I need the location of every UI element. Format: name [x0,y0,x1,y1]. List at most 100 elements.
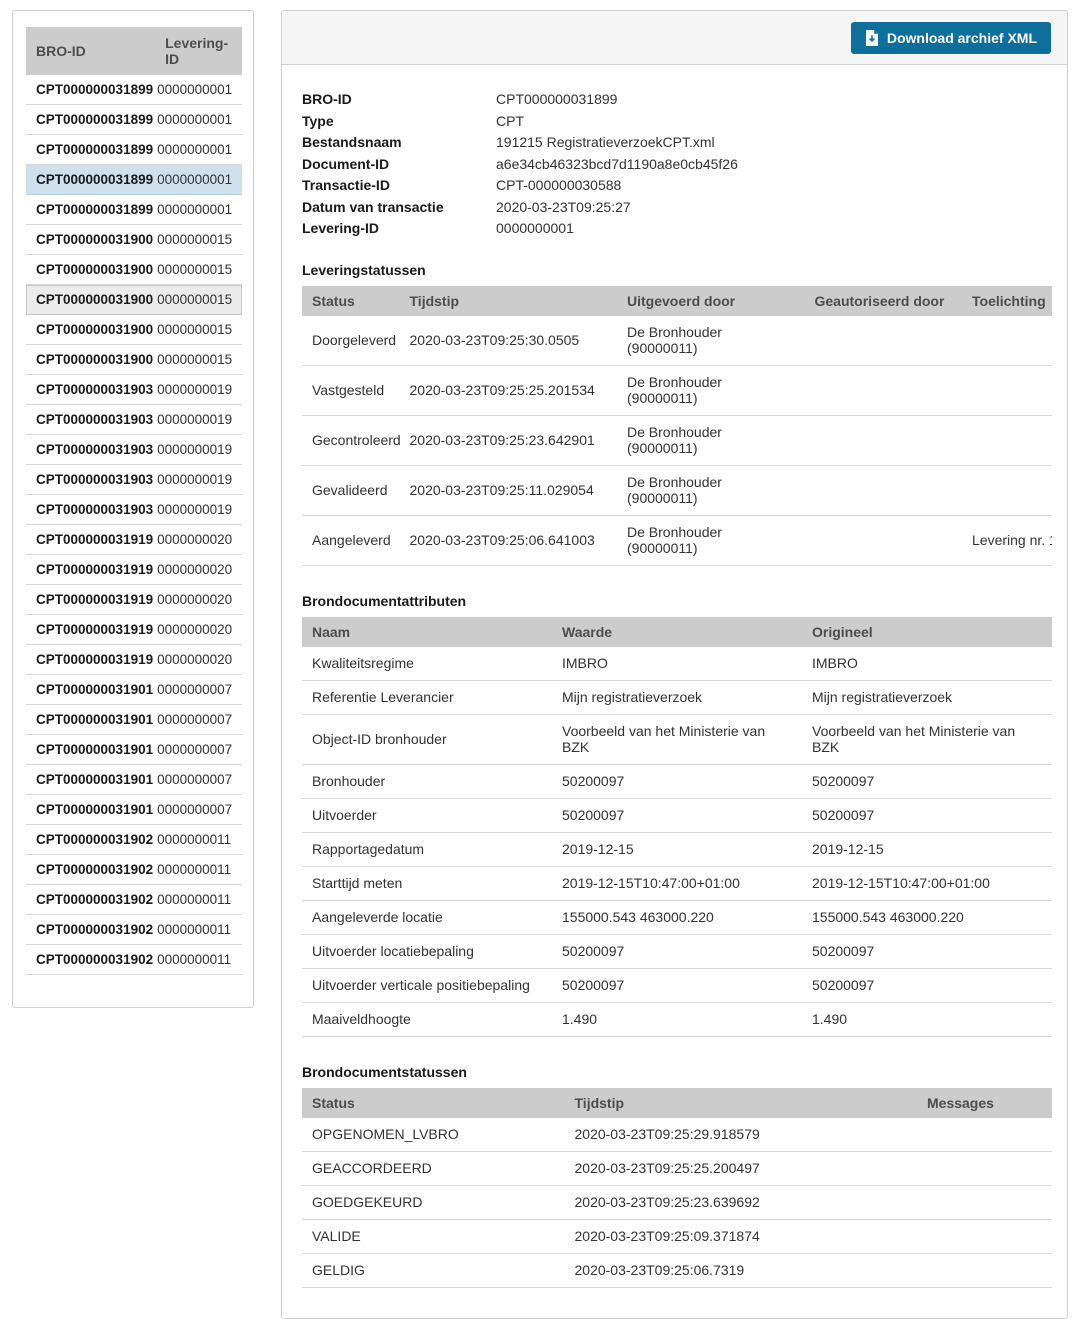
detail-label: Bestandsnaam [302,134,402,150]
cell-uitgevoerd-door: De Bronhouder (90000011) [617,465,805,516]
cell-status: GEACCORDEERD [302,1151,565,1186]
delivery-row-bro-id: CPT000000031902 [26,884,156,915]
col-origineel: Origineel [802,616,1052,647]
delivery-row-levering-id: 0000000011 [155,944,243,975]
delivery-row[interactable]: CPT000000031901 0000000007 [26,704,243,735]
brondocumentattribuut-row: Uitvoerder verticale positiebepaling 502… [302,968,1052,1003]
delivery-row-levering-id: 0000000001 [155,164,243,195]
cell-origineel: Voorbeeld van het Ministerie van BZK [802,714,1052,765]
delivery-row-bro-id: CPT000000031900 [26,284,156,315]
col-tijdstip: Tijdstip [564,1087,917,1118]
deliveries-table-header-row: BRO-ID Levering-ID [26,27,243,75]
cell-naam: Uitvoerder locatiebepaling [302,934,552,969]
detail-value: 191215 RegistratieverzoekCPT.xml [496,134,715,150]
deliveries-table: BRO-ID Levering-ID CPT000000031899 00000… [26,27,243,975]
delivery-row[interactable]: CPT000000031901 0000000007 [26,734,243,765]
delivery-row[interactable]: CPT000000031899 0000000001 [26,164,243,195]
delivery-row[interactable]: CPT000000031899 0000000001 [26,194,243,225]
download-archief-xml-label: Download archief XML [886,29,1037,46]
delivery-row-bro-id: CPT000000031899 [26,75,156,105]
delivery-row[interactable]: CPT000000031919 0000000020 [26,644,243,675]
delivery-row[interactable]: CPT000000031902 0000000011 [26,944,243,975]
col-status: Status [302,285,400,316]
delivery-row-levering-id: 0000000011 [155,824,243,855]
download-archief-xml-button[interactable]: Download archief XML [850,21,1051,54]
delivery-row[interactable]: CPT000000031902 0000000011 [26,884,243,915]
delivery-row[interactable]: CPT000000031903 0000000019 [26,434,243,465]
delivery-row[interactable]: CPT000000031899 0000000001 [26,104,243,135]
col-toelichting: Toelichting [962,285,1052,316]
delivery-row[interactable]: CPT000000031902 0000000011 [26,914,243,945]
delivery-row-levering-id: 0000000001 [155,104,243,135]
cell-origineel: 1.490 [802,1002,1052,1037]
delivery-row-bro-id: CPT000000031919 [26,584,156,615]
delivery-row[interactable]: CPT000000031919 0000000020 [26,614,243,645]
cell-status: OPGENOMEN_LVBRO [302,1117,565,1152]
leveringstatus-row: Gecontroleerd 2020-03-23T09:25:23.642901… [302,415,1052,466]
delivery-row[interactable]: CPT000000031903 0000000019 [26,404,243,435]
cell-status: Gevalideerd [302,465,400,516]
brondocumentattribuut-row: Rapportagedatum 2019-12-15 2019-12-15 [302,832,1052,867]
delivery-row-bro-id: CPT000000031901 [26,764,156,795]
brondocumentattribuut-row: Object-ID bronhouder Voorbeeld van het M… [302,714,1052,765]
cell-tijdstip: 2020-03-23T09:25:25.201534 [399,365,617,416]
detail-row: Bestandsnaam 191215 RegistratieverzoekCP… [302,132,1052,154]
delivery-row-levering-id: 0000000001 [155,194,243,225]
cell-status: GOEDGEKEURD [302,1185,565,1220]
cell-naam: Maaiveldhoogte [302,1002,552,1037]
cell-geautoriseerd-door [804,315,962,366]
delivery-row[interactable]: CPT000000031919 0000000020 [26,584,243,615]
delivery-row[interactable]: CPT000000031899 0000000001 [26,134,243,165]
cell-naam: Starttijd meten [302,866,552,901]
brondocumentstatus-row: OPGENOMEN_LVBRO 2020-03-23T09:25:29.9185… [302,1117,1052,1152]
delivery-row-levering-id: 0000000020 [155,584,243,615]
cell-uitgevoerd-door: De Bronhouder (90000011) [617,515,805,566]
delivery-row-bro-id: CPT000000031900 [26,344,156,375]
delivery-row[interactable]: CPT000000031899 0000000001 [26,75,243,105]
delivery-row[interactable]: CPT000000031901 0000000007 [26,764,243,795]
delivery-row[interactable]: CPT000000031903 0000000019 [26,494,243,525]
delivery-row-levering-id: 0000000020 [155,524,243,555]
cell-status: GELDIG [302,1253,565,1288]
delivery-row-levering-id: 0000000011 [155,854,243,885]
delivery-row[interactable]: CPT000000031901 0000000007 [26,794,243,825]
cell-naam: Bronhouder [302,764,552,799]
brondocumentstatus-row: GELDIG 2020-03-23T09:25:06.7319 [302,1253,1052,1288]
cell-waarde: 50200097 [552,934,802,969]
delivery-row[interactable]: CPT000000031919 0000000020 [26,524,243,555]
delivery-row[interactable]: CPT000000031900 0000000015 [26,284,243,315]
cell-waarde: 50200097 [552,798,802,833]
delivery-row-bro-id: CPT000000031899 [26,194,156,225]
delivery-row-bro-id: CPT000000031901 [26,794,156,825]
delivery-row-bro-id: CPT000000031903 [26,434,156,465]
detail-row: BRO-ID CPT000000031899 [302,89,1052,111]
delivery-row[interactable]: CPT000000031903 0000000019 [26,374,243,405]
delivery-row-levering-id: 0000000007 [155,734,243,765]
cell-messages [917,1219,1052,1254]
delivery-row[interactable]: CPT000000031919 0000000020 [26,554,243,585]
delivery-row-levering-id: 0000000007 [155,764,243,795]
delivery-row[interactable]: CPT000000031900 0000000015 [26,254,243,285]
delivery-row-bro-id: CPT000000031902 [26,914,156,945]
delivery-row-levering-id: 0000000019 [155,494,243,525]
cell-origineel: Mijn registratieverzoek [802,680,1052,715]
delivery-row-bro-id: CPT000000031901 [26,704,156,735]
delivery-row[interactable]: CPT000000031901 0000000007 [26,674,243,705]
delivery-row-levering-id: 0000000015 [155,344,243,375]
delivery-row[interactable]: CPT000000031902 0000000011 [26,824,243,855]
cell-origineel: IMBRO [802,646,1052,681]
cell-tijdstip: 2020-03-23T09:25:23.642901 [399,415,617,466]
delivery-row[interactable]: CPT000000031900 0000000015 [26,314,243,345]
detail-value: 0000000001 [496,220,574,236]
cell-origineel: 2019-12-15 [802,832,1052,867]
delivery-row[interactable]: CPT000000031903 0000000019 [26,464,243,495]
col-geautoriseerd-door: Geautoriseerd door [804,285,962,316]
delivery-row[interactable]: CPT000000031900 0000000015 [26,224,243,255]
delivery-row[interactable]: CPT000000031902 0000000011 [26,854,243,885]
delivery-row-bro-id: CPT000000031899 [26,104,156,135]
cell-waarde: 2019-12-15 [552,832,802,867]
delivery-row[interactable]: CPT000000031900 0000000015 [26,344,243,375]
delivery-row-bro-id: CPT000000031919 [26,554,156,585]
cell-tijdstip: 2020-03-23T09:25:29.918579 [564,1117,917,1152]
brondocumentstatussen-header-row: Status Tijdstip Messages [302,1087,1052,1118]
